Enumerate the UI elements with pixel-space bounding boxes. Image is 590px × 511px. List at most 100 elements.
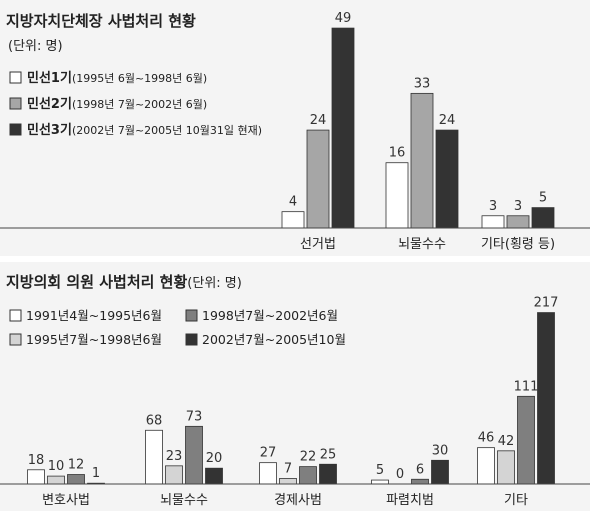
mayor-chart-unit: (단위: 명)	[8, 39, 63, 54]
category-label-2: 뇌물수수	[160, 493, 208, 508]
bar-value-label: 49	[335, 11, 352, 26]
bar-value-label: 111	[514, 379, 539, 394]
bar-value-label: 33	[414, 76, 431, 91]
bar-1-3	[67, 474, 85, 485]
legend-swatch-3	[185, 309, 198, 322]
mayor-chart-panel: 지방자치단체장 사법처리 현황 (단위: 명) 민선1기(1995년 6월~19…	[0, 11, 590, 252]
bar-value-label: 6	[416, 462, 424, 477]
bar-value-label: 22	[300, 450, 317, 465]
bar-2-1	[385, 162, 409, 229]
legend-label-4: 2002년7월~2005년10월	[202, 332, 346, 347]
bar-value-label: 42	[498, 434, 515, 449]
legend-swatch-3	[9, 123, 22, 136]
bar-5-1	[477, 447, 495, 485]
council-chart-title: 지방의회 의원 사법처리 현황	[6, 273, 187, 291]
bar-value-label: 25	[320, 447, 337, 462]
category-label-4: 파렴치범	[386, 493, 434, 508]
legend-series-name: 민선3기	[27, 122, 72, 138]
bar-value-label: 20	[206, 451, 223, 466]
council-chart-categories: 변호사법 뇌물수수 경제사범 파렴치범 기타	[42, 493, 528, 508]
bar-3-2	[506, 215, 530, 229]
legend-label-3: 1998년7월~2002년6월	[202, 308, 338, 323]
legend-swatch-2	[9, 333, 22, 346]
mayor-chart-title: 지방자치단체장 사법처리 현황	[6, 12, 196, 30]
legend-series-period: (2002년 7월~2005년 10월31일 현재)	[72, 123, 262, 137]
bar-value-label: 7	[284, 461, 292, 476]
legend-label-1: 민선1기(1995년 6월~1998년 6월)	[27, 70, 207, 86]
legend-label-1: 1991년4월~1995년6월	[26, 308, 162, 323]
bar-4-3	[411, 478, 429, 485]
legend-label-3: 민선3기(2002년 7월~2005년 10월31일 현재)	[27, 122, 262, 138]
legend-swatch-4	[185, 333, 198, 346]
bar-4-1	[371, 479, 389, 485]
bar-1-2	[306, 129, 330, 229]
bar-value-label: 68	[146, 413, 163, 428]
bar-value-label: 10	[48, 459, 65, 474]
bar-5-4	[537, 312, 555, 485]
bar-value-label: 73	[186, 409, 203, 424]
bar-value-label: 4	[289, 195, 297, 210]
legend-swatch-1	[9, 71, 22, 84]
bar-4-4	[431, 459, 449, 485]
bar-3-3	[299, 466, 317, 485]
bar-5-3	[517, 395, 535, 485]
bar-value-label: 5	[376, 463, 384, 478]
council-chart-heading: 지방의회 의원 사법처리 현황(단위: 명)	[6, 273, 242, 291]
bar-value-label: 3	[514, 199, 522, 214]
bar-value-label: 0	[396, 467, 404, 482]
bar-3-4	[319, 463, 337, 485]
bar-5-2	[497, 450, 515, 485]
bar-value-label: 23	[166, 449, 183, 464]
bar-value-label: 12	[68, 458, 85, 473]
bar-value-label: 46	[478, 431, 495, 446]
council-chart: 지방의회 의원 사법처리 현황(단위: 명) 1991년4월~1995년6월19…	[0, 273, 590, 508]
legend-series-period: (1998년 7월~2002년 6월)	[72, 98, 207, 111]
legend-series-name: 민선1기	[27, 70, 72, 86]
category-label-1: 변호사법	[42, 493, 90, 508]
council-chart-legend: 1991년4월~1995년6월 1995년7월~1998년6월 1998년7월~20…	[9, 308, 346, 347]
bar-1-1	[27, 469, 45, 485]
category-label-3: 경제사범	[274, 493, 322, 508]
bar-1-2	[47, 475, 65, 485]
bar-value-label: 16	[389, 146, 406, 161]
bar-2-3	[185, 425, 203, 485]
council-chart-unit: (단위: 명)	[187, 276, 242, 291]
mayor-chart-legend: 민선1기(1995년 6월~1998년 6월)민선2기(1998년 7월~200…	[9, 70, 262, 138]
legend-label-2: 1995년7월~1998년6월	[26, 332, 162, 347]
legend-swatch-1	[9, 309, 22, 322]
mayor-chart: 지방자치단체장 사법처리 현황 (단위: 명) 민선1기(1995년 6월~19…	[0, 11, 590, 252]
legend-series-name: 민선2기	[27, 96, 72, 112]
category-label-3: 기타(횡령 등)	[481, 237, 555, 252]
council-chart-panel: 지방의회 의원 사법처리 현황(단위: 명) 1991년4월~1995년6월 19…	[0, 262, 590, 511]
category-label-1: 선거법	[300, 237, 336, 252]
mayor-chart-categories: 선거법 뇌물수수 기타(횡령 등)	[300, 237, 555, 252]
bar-2-4	[205, 467, 223, 485]
bar-2-1	[145, 429, 163, 485]
bar-value-label: 18	[28, 453, 45, 468]
bar-3-1	[259, 462, 277, 485]
bar-2-2	[165, 465, 183, 485]
category-label-5: 기타	[504, 493, 528, 508]
bar-value-label: 24	[310, 113, 327, 128]
panel-divider	[0, 256, 590, 262]
bar-value-label: 30	[432, 443, 449, 458]
bar-value-label: 217	[534, 296, 559, 311]
bar-value-label: 24	[439, 113, 456, 128]
legend-label-2: 민선2기(1998년 7월~2002년 6월)	[27, 96, 207, 112]
bar-2-2	[410, 92, 434, 229]
bar-3-3	[531, 207, 555, 229]
legend-series-period: (1995년 6월~1998년 6월)	[72, 72, 207, 85]
bar-value-label: 1	[92, 466, 100, 481]
bar-value-label: 5	[539, 191, 547, 206]
legend-swatch-2	[9, 97, 22, 110]
bar-1-1	[281, 211, 305, 229]
bar-value-label: 3	[489, 199, 497, 214]
category-label-2: 뇌물수수	[398, 237, 446, 252]
bar-3-1	[481, 215, 505, 229]
bar-3-2	[279, 478, 297, 485]
council-chart-bars: 18 10 12 1 68 23 73 20 27 7 22 25 5 0 6 30 46 42 111 217	[27, 296, 559, 485]
bar-1-3	[331, 27, 355, 229]
bar-value-label: 27	[260, 446, 277, 461]
